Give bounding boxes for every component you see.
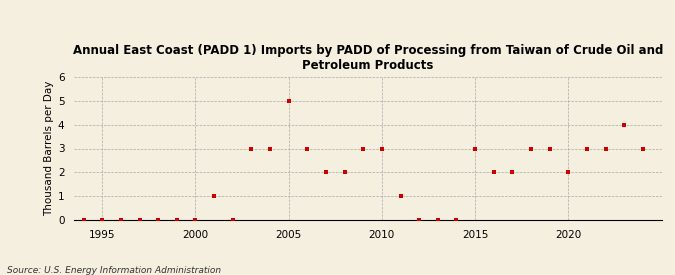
Point (59, 218, 70, 222)
Point (544, 146, 555, 151)
Point (153, 218, 163, 222)
Point (302, 146, 313, 151)
Point (395, 194, 406, 198)
Point (284, 99, 294, 103)
Text: Source: U.S. Energy Information Administration: Source: U.S. Energy Information Administ… (7, 266, 221, 275)
Point (433, 218, 443, 222)
Point (637, 146, 648, 151)
Point (97, 218, 107, 222)
Point (227, 218, 238, 222)
Point (78, 218, 89, 222)
Point (488, 170, 499, 175)
Point (358, 146, 369, 151)
Point (526, 146, 537, 151)
Point (246, 146, 256, 151)
Point (134, 218, 145, 222)
Point (582, 146, 593, 151)
Point (507, 170, 518, 175)
Point (265, 146, 275, 151)
Point (190, 218, 201, 222)
Point (451, 218, 462, 222)
Point (563, 170, 574, 175)
Point (115, 218, 126, 222)
Point (470, 146, 481, 151)
Point (600, 146, 611, 151)
Title: Annual East Coast (PADD 1) Imports by PADD of Processing from Taiwan of Crude Oi: Annual East Coast (PADD 1) Imports by PA… (73, 44, 663, 72)
Point (619, 122, 630, 127)
Y-axis label: Thousand Barrels per Day: Thousand Barrels per Day (44, 81, 54, 216)
Point (209, 194, 219, 198)
Point (339, 170, 350, 175)
Point (321, 170, 331, 175)
Point (377, 146, 387, 151)
Point (171, 218, 182, 222)
Point (414, 218, 425, 222)
